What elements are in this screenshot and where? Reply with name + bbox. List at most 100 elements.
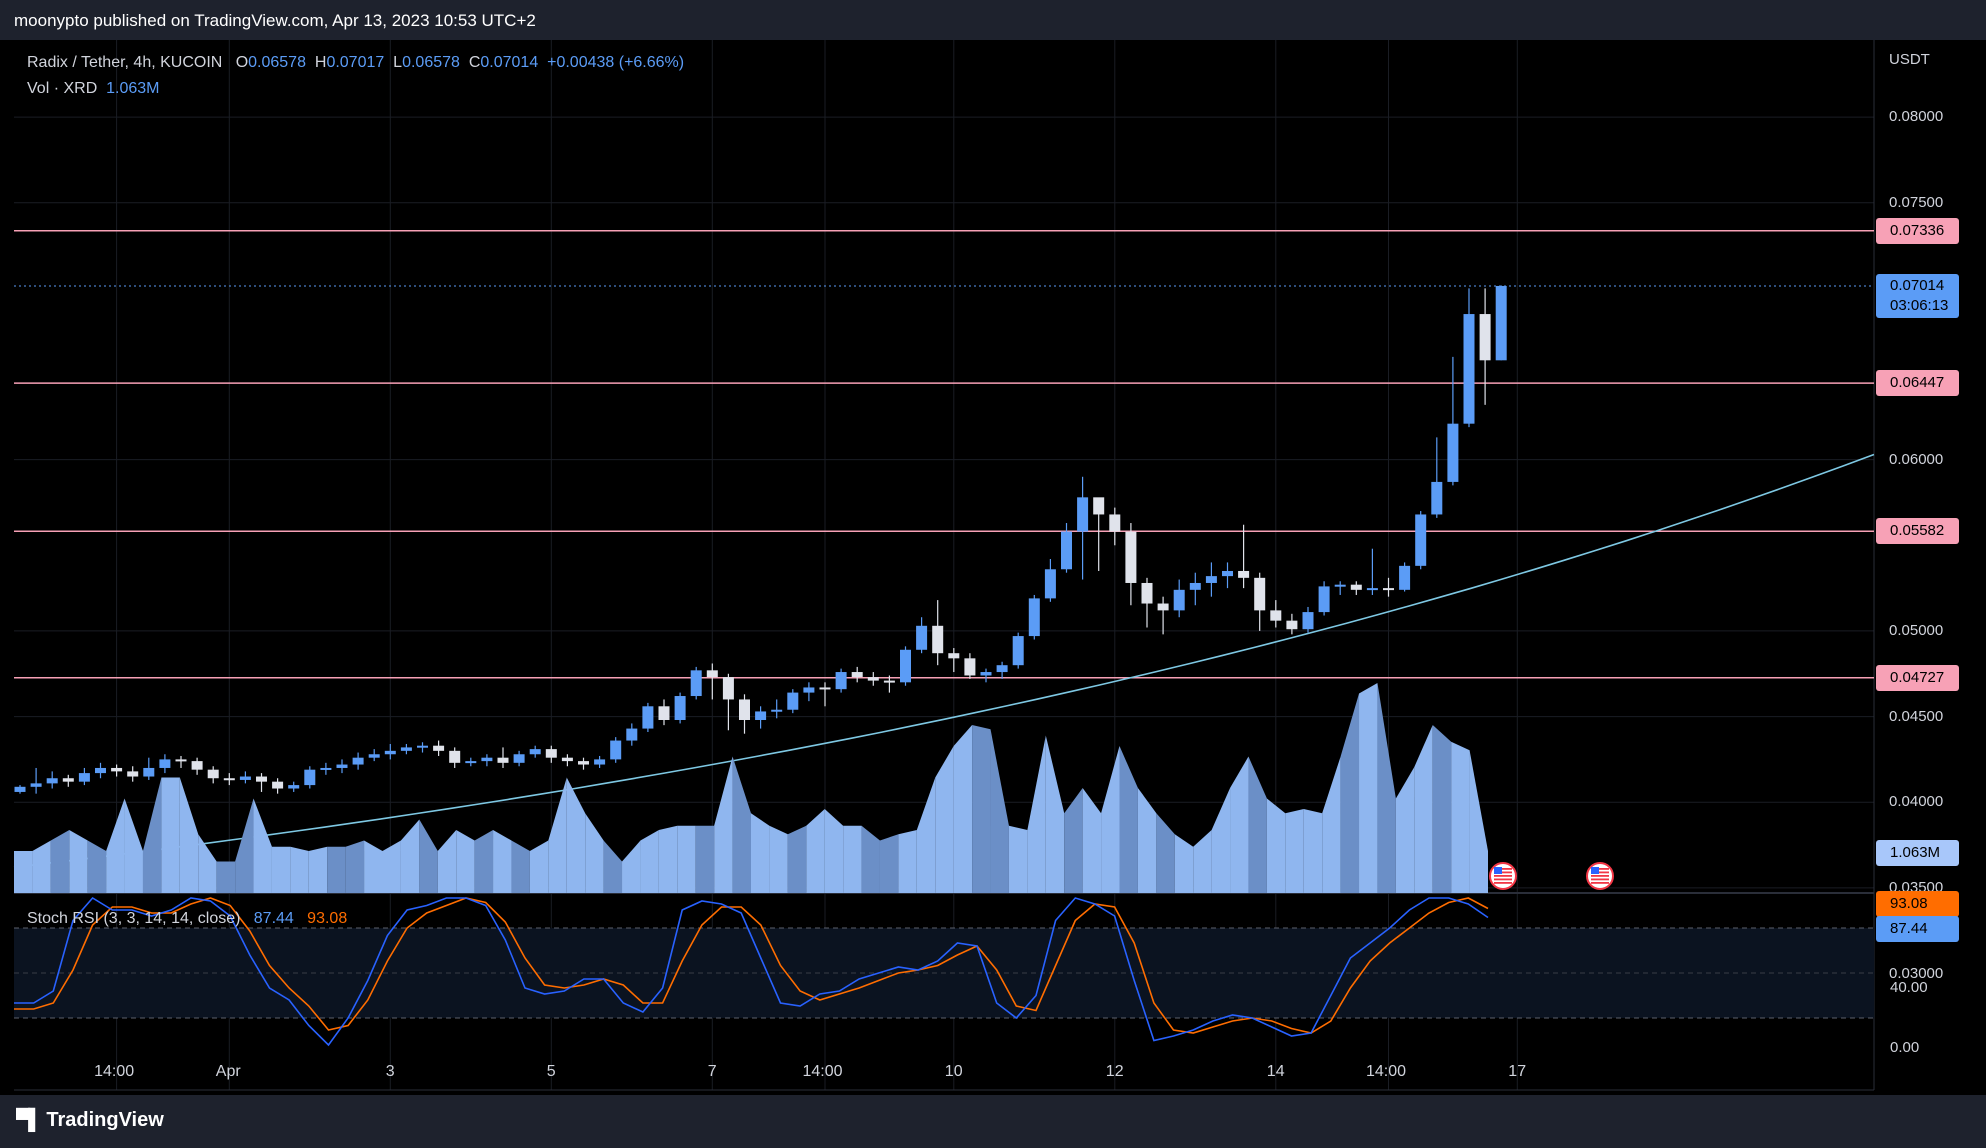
volume-segment [364, 840, 383, 893]
volume-segment [1322, 756, 1341, 893]
time-tick-label: Apr [215, 1063, 241, 1080]
volume-segment [69, 830, 88, 893]
candle-body [336, 764, 348, 768]
footer-bar: ▀▌ TradingView [0, 1095, 1986, 1148]
flag-stripe [1494, 871, 1512, 874]
candle-body [658, 706, 670, 721]
candle-body [996, 665, 1008, 673]
volume-segment [493, 830, 512, 893]
brand-name: TradingView [46, 1109, 164, 1131]
candle-body [835, 672, 847, 690]
candle-body [980, 672, 992, 676]
volume-badge: 1.063M [1876, 840, 1959, 866]
volume-segment [622, 840, 641, 893]
volume-segment [32, 840, 51, 893]
candle-body [1238, 570, 1250, 578]
candle-body [1222, 570, 1233, 577]
candle-body [30, 783, 42, 787]
price-tick-label: 0.04000 [1889, 793, 1944, 811]
volume-segment [1045, 735, 1065, 893]
candle-body [739, 699, 750, 721]
volume-segment [271, 846, 291, 893]
volume-segment [861, 825, 880, 893]
candle-body [449, 750, 461, 763]
volume-segment [843, 825, 862, 893]
volume-segment [1174, 834, 1194, 893]
us-flag-icon[interactable] [1586, 862, 1614, 890]
candle-body [916, 625, 928, 650]
ohlc-legend: Radix / Tether, 4h, KUCOIN O0.06578 H0.0… [27, 54, 684, 72]
candle-body [1109, 514, 1121, 532]
volume-segment [106, 798, 125, 893]
volume-segment [953, 725, 973, 893]
volume-segment [1340, 693, 1360, 893]
candle-body [803, 687, 815, 693]
time-tick-label: 3 [385, 1063, 395, 1080]
time-tick-label: 14:00 [1366, 1063, 1407, 1080]
us-flag-icon[interactable] [1489, 862, 1517, 890]
time-tick-label: 7 [707, 1063, 717, 1080]
candle-body [497, 757, 509, 763]
price-tick-label: 0.05000 [1889, 621, 1944, 639]
candles [14, 285, 1507, 794]
low-label: L [393, 54, 403, 71]
candle-body [1044, 569, 1056, 599]
flag-stripe [1591, 882, 1609, 884]
candle-body [368, 754, 380, 758]
candle-body [1093, 497, 1105, 515]
volume-segment [732, 756, 751, 893]
symbol-label: Radix / Tether, 4h, KUCOIN [27, 54, 223, 71]
tradingview-logo[interactable]: ▀▌ TradingView [16, 1109, 164, 1132]
candle-body [1495, 285, 1507, 361]
candle-body [819, 687, 831, 690]
volume-segment [806, 809, 825, 893]
volume-segment [548, 777, 567, 893]
volume-segment [308, 846, 328, 893]
candle-body [223, 778, 235, 781]
close-label: C [468, 54, 481, 71]
volume-segment [142, 777, 162, 893]
candle-body [1431, 481, 1443, 515]
volume-segment [1101, 746, 1120, 893]
volume-segment [1156, 813, 1175, 893]
candle-body [1173, 589, 1185, 611]
candle-body [95, 767, 106, 774]
volume-segment [1193, 830, 1212, 893]
open-label: O [235, 54, 249, 71]
volume-segment [787, 825, 807, 893]
volume-value: 1.063M [106, 80, 160, 97]
time-tick-label: 10 [944, 1063, 963, 1080]
candle-body [207, 769, 219, 779]
publisher-bar: moonypto published on TradingView.com, A… [0, 0, 1986, 40]
volume-segment [124, 798, 143, 893]
volume-segment [751, 813, 770, 893]
price-tick-label: 0.03000 [1889, 964, 1944, 982]
flag-stripe [1591, 878, 1609, 881]
volume-segment [419, 819, 438, 893]
volume-segment [935, 746, 954, 893]
candle-body [851, 672, 863, 678]
candle-body [417, 745, 428, 748]
high-label: H [314, 54, 327, 71]
candle-body [1012, 636, 1024, 666]
candle-body [1286, 620, 1298, 630]
candle-body [706, 670, 718, 678]
candle-body [1254, 577, 1266, 611]
candle-body [1366, 588, 1378, 591]
curve-line [13, 453, 1875, 869]
volume-segment [677, 825, 696, 893]
price-tick-label: 0.08000 [1889, 108, 1944, 126]
candle-body [545, 749, 557, 758]
volume-segment [972, 725, 991, 893]
volume-segment [290, 846, 309, 893]
volume-segment [382, 840, 401, 893]
candle-body [1383, 588, 1394, 591]
candle-body [175, 759, 187, 762]
volume-segment [714, 756, 733, 893]
flag-canton [1591, 867, 1599, 874]
candle-body [1415, 514, 1427, 566]
flag-stripe [1591, 868, 1609, 870]
event-markers[interactable] [1489, 862, 1614, 890]
chart-canvas[interactable] [0, 40, 1986, 1095]
volume-segment [50, 830, 70, 893]
